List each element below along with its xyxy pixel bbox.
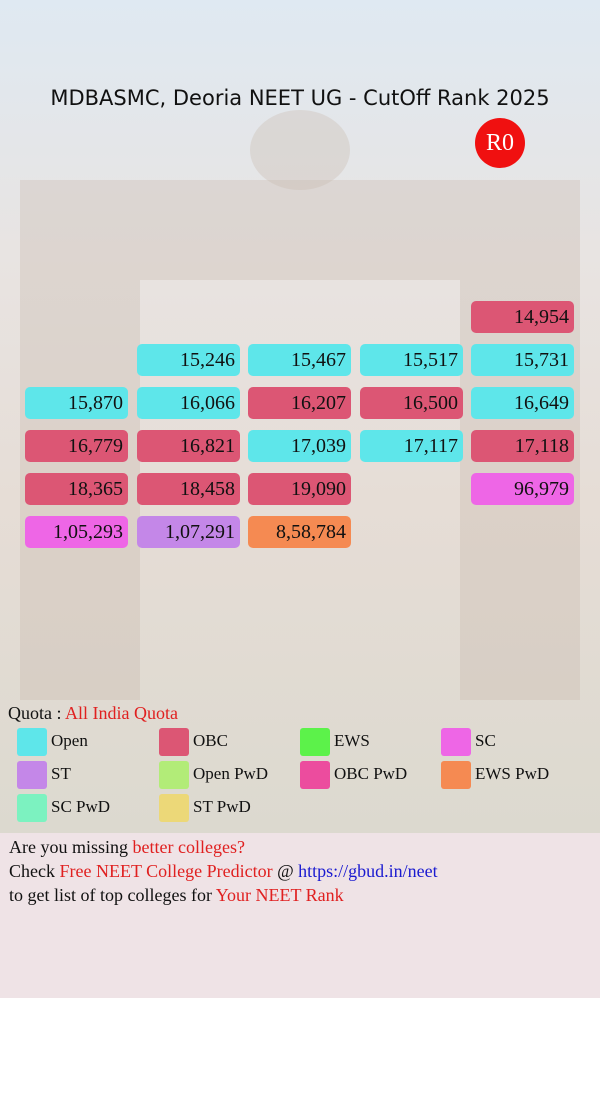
rank-cell: 15,517 bbox=[360, 344, 463, 376]
legend-label: EWS bbox=[334, 731, 370, 750]
rank-cell: 17,118 bbox=[471, 430, 574, 462]
footer-text: better colleges? bbox=[132, 837, 245, 857]
footer-line: Are you missing better colleges? bbox=[9, 837, 245, 858]
footer-text: Your NEET Rank bbox=[215, 885, 344, 905]
footer-line: Check Free NEET College Predictor @ http… bbox=[9, 861, 438, 882]
legend-swatch bbox=[300, 728, 330, 756]
rank-cell: 1,05,293 bbox=[25, 516, 128, 548]
rank-cell: 14,954 bbox=[471, 301, 574, 333]
legend-item: EWS bbox=[300, 728, 440, 756]
legend-item: ST bbox=[17, 761, 157, 789]
legend-label: Open bbox=[51, 731, 88, 750]
rank-cell: 19,090 bbox=[248, 473, 351, 505]
legend-item: Open bbox=[17, 728, 157, 756]
legend-item: SC bbox=[441, 728, 581, 756]
legend-item: OBC bbox=[159, 728, 299, 756]
rank-cell: 17,039 bbox=[248, 430, 351, 462]
footer-line: to get list of top colleges for Your NEE… bbox=[9, 885, 344, 906]
rank-cell: 15,731 bbox=[471, 344, 574, 376]
rank-cell: 16,500 bbox=[360, 387, 463, 419]
rank-cell: 1,07,291 bbox=[137, 516, 240, 548]
legend-swatch bbox=[441, 761, 471, 789]
rank-cell: 16,207 bbox=[248, 387, 351, 419]
footer: Are you missing better colleges? Check Fr… bbox=[0, 833, 600, 998]
legend-swatch bbox=[300, 761, 330, 789]
footer-text: https://gbud.in/neet bbox=[298, 861, 438, 881]
rank-cell: 16,066 bbox=[137, 387, 240, 419]
footer-text: Free NEET College Predictor bbox=[59, 861, 273, 881]
footer-text: Check bbox=[9, 861, 60, 881]
rank-cell: 15,467 bbox=[248, 344, 351, 376]
footer-text: @ bbox=[272, 861, 299, 881]
legend-label: SC bbox=[475, 731, 496, 750]
legend-swatch bbox=[159, 761, 189, 789]
rank-cell: 17,117 bbox=[360, 430, 463, 462]
rank-cell: 16,779 bbox=[25, 430, 128, 462]
rank-cell: 15,246 bbox=[137, 344, 240, 376]
legend-label: ST bbox=[51, 764, 71, 783]
legend-label: EWS PwD bbox=[475, 764, 550, 783]
legend-label: SC PwD bbox=[51, 797, 111, 816]
quota-label: Quota : bbox=[8, 703, 65, 723]
legend-item: EWS PwD bbox=[441, 761, 581, 789]
legend-swatch bbox=[159, 794, 189, 822]
legend-label: OBC bbox=[193, 731, 228, 750]
rank-cell: 18,365 bbox=[25, 473, 128, 505]
footer-text: to get list of top colleges for bbox=[9, 885, 216, 905]
gate-top bbox=[20, 180, 580, 280]
quota-value: All India Quota bbox=[65, 703, 178, 723]
round-badge: R0 bbox=[475, 118, 525, 168]
emblem bbox=[250, 110, 350, 190]
legend-label: ST PwD bbox=[193, 797, 251, 816]
legend-item: OBC PwD bbox=[300, 761, 440, 789]
footer-text: Are you missing bbox=[9, 837, 133, 857]
legend-swatch bbox=[441, 728, 471, 756]
rank-cell: 96,979 bbox=[471, 473, 574, 505]
legend-item: SC PwD bbox=[17, 794, 157, 822]
legend-label: Open PwD bbox=[193, 764, 269, 783]
rank-cell: 15,870 bbox=[25, 387, 128, 419]
legend-item: Open PwD bbox=[159, 761, 299, 789]
rank-cell: 16,821 bbox=[137, 430, 240, 462]
legend-item: ST PwD bbox=[159, 794, 299, 822]
title: MDBASMC, Deoria NEET UG - CutOff Rank 20… bbox=[50, 86, 550, 110]
legend-label: OBC PwD bbox=[334, 764, 408, 783]
legend-swatch bbox=[17, 794, 47, 822]
legend-swatch bbox=[17, 761, 47, 789]
rank-cell: 18,458 bbox=[137, 473, 240, 505]
quota: Quota : All India Quota bbox=[8, 703, 178, 724]
rank-cell: 16,649 bbox=[471, 387, 574, 419]
rank-cell: 8,58,784 bbox=[248, 516, 351, 548]
legend-swatch bbox=[17, 728, 47, 756]
legend-swatch bbox=[159, 728, 189, 756]
